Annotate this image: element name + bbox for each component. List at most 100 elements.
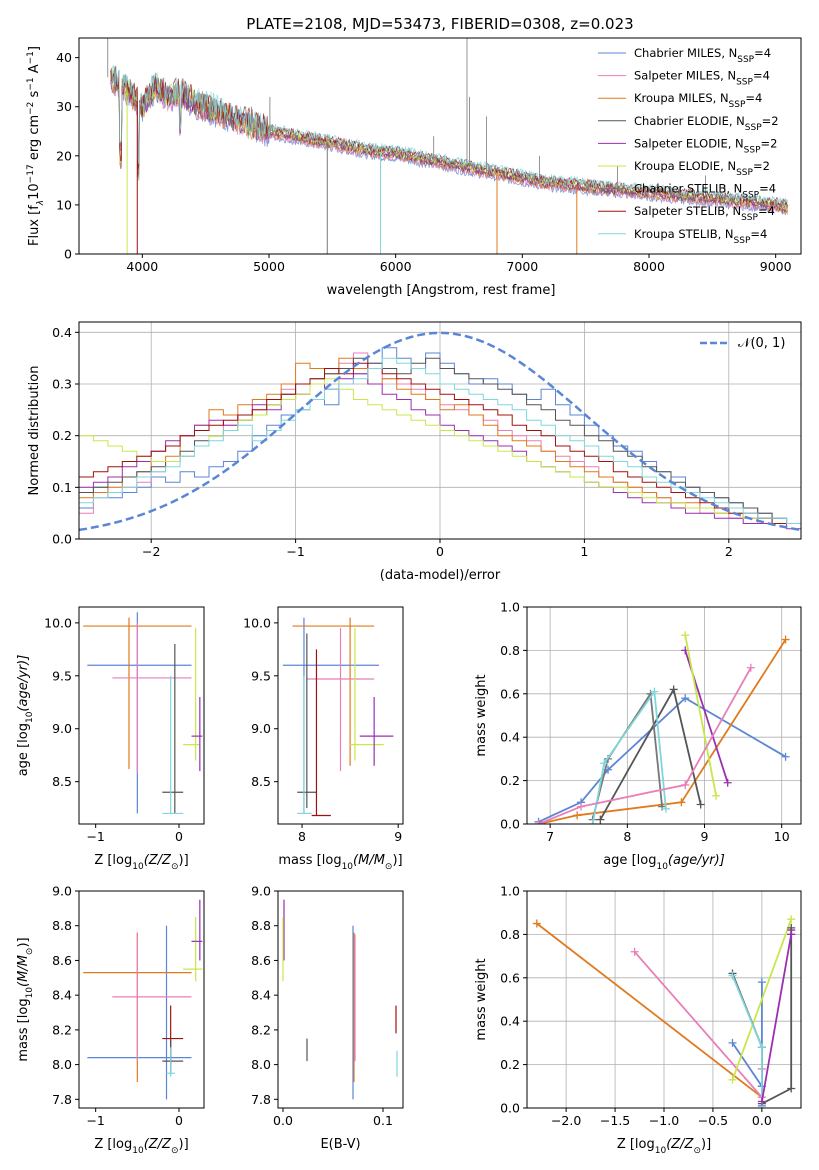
legend-entry: Chabrier ELODIE, NSSP=2 (634, 114, 779, 133)
y-tick-label: 7.8 (251, 1092, 271, 1107)
y-tick-label: 9.5 (251, 668, 271, 683)
weight_vs_Z-ylabel: mass weight (474, 958, 489, 1040)
y-tick-label: 20 (56, 148, 72, 163)
x-tick-label: −1.0 (649, 1113, 679, 1128)
weight_vs_age-ylabel: mass weight (474, 674, 489, 756)
y-tick-label: 0.3 (52, 377, 72, 392)
y-tick-label: 7.8 (52, 1092, 72, 1107)
legend-entry: 𝒩(0, 1) (738, 336, 785, 351)
y-tick-label: 0.1 (52, 480, 72, 495)
x-tick-label: 0 (175, 829, 183, 844)
age_vs_Z-ylabel: age [log10(age/yr)] (16, 655, 35, 777)
legend-entry: Salpeter ELODIE, NSSP=2 (634, 136, 777, 155)
weight_vs_age-panel-group: 7 8 9 10 0.0 0.2 0.4 0.6 0.8 1.0 age [log10(age/yr… (474, 600, 802, 872)
legend-entry: Salpeter MILES, NSSP=4 (634, 69, 770, 88)
figure-title: PLATE=2108, MJD=53473, FIBERID=0308, z=0… (246, 15, 633, 33)
weight-marker (681, 631, 690, 640)
x-tick-label: −2.0 (551, 1113, 581, 1128)
x-tick-label: 0.0 (273, 1113, 293, 1128)
y-tick-label: 8.0 (52, 1057, 72, 1072)
weight_vs_Z-xlabel: Z [log10(Z/Z⊙)] (617, 1137, 711, 1156)
y-tick-label: 8.0 (251, 1057, 271, 1072)
mass_vs_Z-panel-marks (83, 899, 203, 1100)
panels: 4000 5000 6000 7000 8000 9000010203040wavelen… (16, 37, 802, 1156)
weight-marker (728, 1075, 737, 1084)
x-tick-label: 10 (774, 829, 790, 844)
residuals-panel-group: −2 −1 0 1 2 0.0 0.1 0.2 0.3 0.4 𝒩(0, 1) (data-model… (27, 321, 802, 583)
weight-marker (532, 919, 541, 928)
weight-line (761, 934, 793, 1102)
legend-entry: Kroupa MILES, NSSP=4 (634, 91, 762, 110)
weight-marker (677, 798, 686, 807)
weight_vs_Z-panel-marks (532, 915, 796, 1108)
weight-marker (723, 778, 732, 787)
age_vs_mass-panel-frame (277, 606, 404, 825)
weight-marker (728, 1038, 737, 1047)
age_vs_mass-xlabel: mass [log10(M/M⊙)] (278, 853, 402, 872)
y-tick-label: 8.8 (251, 918, 271, 933)
weight_vs_Z-panel-group: −2.0 −1.5 −1.0 −0.5 0.0 0.0 0.2 0.4 0.6 0.8 1.0 Z [… (474, 884, 802, 1156)
y-tick-label: 0.4 (500, 1014, 520, 1029)
weight-marker (757, 978, 766, 987)
mass_vs_ebv-panel-frame (277, 890, 404, 1109)
y-tick-label: 9.0 (251, 721, 271, 736)
legend-entry: Chabrier MILES, NSSP=4 (634, 46, 771, 65)
y-tick-label: 8.5 (251, 774, 271, 789)
weight-marker (781, 635, 790, 644)
weight-line (731, 918, 793, 1081)
y-tick-label: 9.0 (251, 884, 271, 899)
weight-marker (596, 815, 605, 824)
weight-marker (712, 791, 721, 800)
x-tick-label: 8000 (633, 259, 665, 274)
residuals-ylabel: Normed distribution (27, 366, 42, 496)
x-tick-label: 0.0 (752, 1113, 772, 1128)
y-tick-label: 10.0 (243, 615, 271, 630)
histogram-step (79, 373, 801, 530)
spectrum-xlabel: wavelength [Angstrom, rest frame] (327, 283, 556, 298)
weight-marker (534, 820, 543, 824)
x-tick-label: 0 (436, 544, 444, 559)
x-tick-label: 9 (394, 829, 402, 844)
weight-marker (669, 685, 678, 694)
y-tick-label: 8.2 (52, 1022, 72, 1037)
age_vs_Z-panel-group: −1 0 8.5 9.0 9.5 10.0 Z [log10(Z/Z⊙)] age [log1… (16, 606, 205, 872)
weight-marker (600, 759, 609, 768)
weight-marker (681, 780, 690, 789)
y-tick-label: 0.0 (52, 532, 72, 547)
histogram-step (79, 362, 801, 524)
weight-marker (787, 1084, 796, 1093)
y-tick-label: 8.4 (52, 988, 72, 1003)
y-tick-label: 0 (64, 247, 72, 262)
y-tick-label: 10.0 (44, 615, 72, 630)
mass_vs_ebv-panel-marks (282, 899, 398, 1100)
y-tick-label: 1.0 (500, 600, 520, 615)
x-tick-label: 9000 (760, 259, 792, 274)
weight-line (538, 667, 752, 824)
mass_vs_Z-ylabel: mass [log10(M/M⊙)] (16, 937, 35, 1061)
x-tick-label: −1 (86, 829, 104, 844)
age_vs_mass-panel-group: 8 9 8.5 9.0 9.5 10.0 mass [log10(M/M⊙)] (243, 606, 404, 872)
y-tick-label: 8.6 (251, 953, 271, 968)
weight-line (538, 639, 787, 824)
y-tick-label: 40 (56, 50, 72, 65)
x-tick-label: 8 (298, 829, 306, 844)
weight-marker (781, 752, 790, 761)
weight-marker (787, 915, 796, 924)
weight-marker (588, 820, 597, 824)
y-tick-label: 8.8 (52, 918, 72, 933)
y-tick-label: 8.6 (52, 953, 72, 968)
spectrum-line (110, 70, 789, 210)
y-tick-label: 9.0 (52, 884, 72, 899)
y-tick-label: 30 (56, 99, 72, 114)
histogram-step (79, 357, 801, 524)
y-tick-label: 0.0 (500, 817, 520, 832)
y-tick-label: 0.2 (500, 773, 520, 788)
x-tick-label: 0 (175, 1113, 183, 1128)
y-tick-label: 0.6 (500, 970, 520, 985)
legend-entry: Kroupa STELIB, NSSP=4 (634, 227, 767, 246)
y-tick-label: 8.5 (52, 774, 72, 789)
x-tick-label: 6000 (380, 259, 412, 274)
weight-marker (661, 804, 670, 813)
x-tick-label: 4000 (126, 259, 158, 274)
